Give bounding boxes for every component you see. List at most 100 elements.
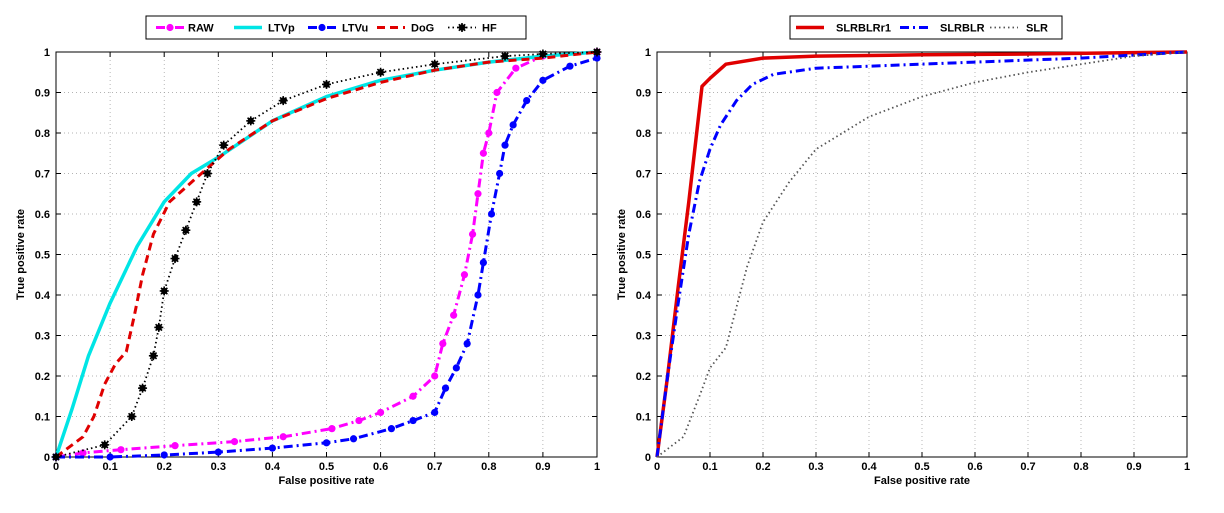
data-point-RAW	[328, 425, 336, 433]
data-point-RAW	[431, 372, 439, 380]
y-tick-label: 0	[645, 452, 651, 464]
legend-label-SLRBLR: SLRBLR	[940, 23, 985, 35]
chart-panel-2: 0 0.1 0.2 0.3 0.4 0.5 0.6 0.7 0.8 0.9 1 0 0.1 0.2 0.3 0…	[616, 15, 1190, 487]
data-point-HF	[376, 67, 386, 77]
data-point-RAW	[117, 446, 125, 454]
data-point-HF	[170, 254, 180, 264]
y-tick-label: 0.4	[35, 290, 51, 302]
y-tick-label: 0.2	[636, 371, 651, 383]
data-point-HF	[51, 452, 61, 462]
x-tick-label: 0.4	[861, 461, 877, 473]
y-tick-label: 1	[645, 47, 651, 59]
data-point-HF	[192, 197, 202, 207]
data-point-HF	[500, 51, 510, 61]
y-tick-label: 0.3	[35, 331, 50, 343]
legend-label-DoG: DoG	[411, 23, 434, 35]
y-tick-label: 0.7	[636, 169, 651, 181]
data-point-LTVu	[349, 435, 358, 443]
y-tick-label: 0.8	[35, 128, 50, 140]
x-tick-label: 0.7	[1020, 461, 1035, 473]
legend-label-SLR: SLR	[1026, 23, 1048, 35]
data-point-HF	[100, 440, 110, 450]
data-point-HF	[246, 116, 256, 126]
data-point-LTVu	[593, 54, 601, 62]
series-SLRBLR	[655, 50, 1188, 458]
legend: RAW LTVp LTVu DoG HF	[145, 15, 527, 40]
x-axis-label: False positive rate	[279, 475, 375, 487]
y-tick-label: 0.9	[35, 88, 50, 100]
x-tick-label: 0.3	[808, 461, 823, 473]
data-point-LTVu	[539, 76, 547, 84]
series-DoG	[55, 50, 598, 459]
x-tick-label: 0.1	[702, 461, 717, 473]
data-point-LTVu	[496, 169, 504, 178]
y-tick-label: 1	[44, 47, 50, 59]
data-point-RAW	[279, 433, 287, 441]
data-point-LTVu	[160, 451, 168, 459]
data-point-RAW	[79, 449, 87, 457]
data-point-LTVu	[463, 340, 471, 348]
x-tick-label: 0.4	[265, 461, 281, 473]
data-point-LTVu	[479, 259, 487, 267]
data-point-HF	[148, 351, 158, 361]
data-point-RAW	[439, 340, 447, 348]
data-point-HF	[181, 225, 191, 235]
data-point-LTVu	[452, 364, 460, 372]
data-point-HF	[322, 79, 331, 89]
x-tick-label: 0.2	[157, 461, 172, 473]
data-point-HF	[278, 96, 288, 106]
x-tick-label: 0.9	[1126, 461, 1141, 473]
plot-area	[55, 51, 598, 458]
data-point-LTVu	[387, 425, 396, 433]
data-point-HF	[159, 286, 169, 296]
data-point-RAW	[479, 149, 487, 157]
data-point-HF	[592, 47, 602, 57]
data-point-LTVu	[474, 291, 482, 299]
x-tick-label: 0.8	[481, 461, 496, 473]
y-tick-label: 0	[44, 452, 50, 464]
series-line-RAW	[55, 50, 598, 459]
data-point-LTVu	[523, 97, 531, 105]
data-point-HF	[138, 383, 148, 393]
data-point-LTVu	[106, 453, 114, 461]
data-point-RAW	[460, 271, 469, 279]
x-tick-label: 0.1	[102, 461, 117, 473]
series-line-SLR	[656, 51, 1188, 458]
series-line-SLRBLR	[655, 50, 1188, 458]
series-line-DoG	[55, 50, 598, 459]
x-tick-label: 0.8	[1073, 461, 1088, 473]
y-tick-label: 0.1	[636, 412, 651, 424]
x-tick-label: 0.6	[967, 461, 982, 473]
legend-label-HF: HF	[482, 23, 497, 35]
y-tick-label: 0.4	[636, 290, 652, 302]
x-tick-label: 0.9	[535, 461, 550, 473]
x-tick-label: 0	[53, 461, 59, 473]
legend-label-RAW: RAW	[188, 23, 214, 35]
x-tick-label: 0.3	[211, 461, 226, 473]
y-tick-label: 0.6	[636, 209, 651, 221]
x-tick-label: 1	[1184, 461, 1190, 473]
data-point-RAW	[474, 190, 482, 198]
x-axis-label: False positive rate	[874, 475, 970, 487]
series-line-LTVu	[56, 56, 598, 459]
data-point-LTVu	[487, 210, 496, 218]
data-point-HF	[154, 322, 164, 332]
data-point-LTVu	[501, 141, 509, 149]
data-point-HF	[202, 169, 212, 178]
y-tick-label: 0.8	[636, 128, 651, 140]
data-point-RAW	[468, 230, 477, 238]
series-HF	[51, 47, 602, 462]
data-point-RAW	[409, 392, 417, 400]
data-point-LTVu	[322, 439, 331, 447]
y-tick-label: 0.6	[35, 209, 50, 221]
x-tick-label: 0.2	[755, 461, 770, 473]
data-point-HF	[127, 412, 137, 421]
data-point-RAW	[485, 129, 493, 137]
y-tick-label: 0.5	[636, 250, 651, 262]
data-point-RAW	[450, 311, 458, 319]
data-point-LTVu	[409, 416, 417, 425]
data-point-LTVu	[214, 448, 222, 456]
legend-label-SLRBLRr1: SLRBLRr1	[836, 23, 891, 35]
